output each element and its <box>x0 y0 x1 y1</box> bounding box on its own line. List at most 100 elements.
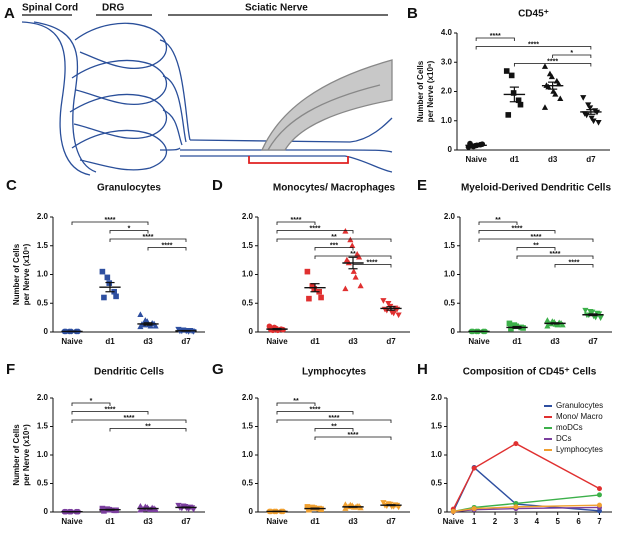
significance-bracket <box>276 221 316 225</box>
y-tick-label: 1.0 <box>242 450 254 459</box>
point <box>513 441 519 447</box>
panel-label: H <box>417 361 428 378</box>
y-tick-label: 0.5 <box>444 298 456 307</box>
significance-bracket <box>478 221 518 225</box>
significance-label: **** <box>528 41 539 48</box>
significance-label: ** <box>495 217 501 224</box>
point <box>508 72 515 79</box>
x-tick-label: Naive <box>465 155 487 164</box>
point <box>471 465 477 471</box>
point <box>508 325 514 332</box>
point <box>137 506 144 513</box>
significance-bracket <box>478 230 556 234</box>
significance-bracket <box>478 238 594 242</box>
red-bracket <box>248 156 349 164</box>
point <box>390 310 397 317</box>
series-line <box>452 466 600 512</box>
significance-label: **** <box>310 406 321 413</box>
point <box>380 500 387 506</box>
y-tick-label: 0.5 <box>242 298 254 307</box>
y-tick-label: 0 <box>448 145 453 154</box>
y-axis-label: Number of Cells <box>416 60 425 122</box>
point <box>101 508 107 514</box>
point <box>385 301 392 307</box>
x-tick-label: d7 <box>386 337 396 346</box>
significance-bracket <box>554 264 594 268</box>
nerve-fiber <box>267 84 381 151</box>
x-tick-label: d3 <box>548 155 558 164</box>
point <box>352 274 359 280</box>
x-tick-label: d3 <box>143 337 153 346</box>
significance-bracket <box>109 238 187 242</box>
diagram-label: Sciatic Nerve <box>245 3 308 14</box>
point <box>596 492 602 498</box>
significance-bracket <box>314 428 354 432</box>
point <box>306 295 312 302</box>
point <box>582 307 589 314</box>
significance-bracket <box>352 264 392 268</box>
legend-label: DCs <box>556 434 572 443</box>
point <box>311 286 318 292</box>
diagram-label: DRG <box>102 3 124 14</box>
significance-label: **** <box>105 217 116 224</box>
legend-label: Lymphocytes <box>556 445 603 454</box>
point <box>306 506 312 513</box>
y-tick-label: 1.5 <box>37 422 49 431</box>
chart-title: Monocytes/ Macrophages <box>273 183 396 194</box>
point <box>596 502 602 508</box>
legend-label: moDCs <box>556 423 583 432</box>
y-tick-label: 1.5 <box>444 241 456 250</box>
point <box>597 315 604 321</box>
y-tick-label: 4.0 <box>441 28 453 37</box>
point <box>541 104 549 110</box>
significance-bracket <box>276 238 392 242</box>
point <box>580 95 587 101</box>
significance-label: **** <box>291 217 302 224</box>
y-tick-label: 0 <box>249 327 254 336</box>
significance-label: **** <box>547 58 558 65</box>
x-tick-label: Naive <box>61 517 83 526</box>
point <box>304 268 311 275</box>
significance-label: **** <box>143 234 154 241</box>
legend-label: Granulocytes <box>556 401 603 410</box>
point <box>349 242 356 248</box>
y-tick-label: 1.5 <box>242 422 254 431</box>
y-tick-label: 1.5 <box>37 241 49 250</box>
panel-label: F <box>6 361 15 378</box>
significance-bracket <box>147 247 187 251</box>
point <box>513 500 519 506</box>
point <box>395 312 402 319</box>
panel-label: C <box>6 177 17 194</box>
y-tick-label: 1.0 <box>37 270 49 279</box>
x-tick-label: d3 <box>348 517 358 526</box>
point <box>190 506 197 513</box>
point <box>471 506 477 512</box>
significance-label: ** <box>145 423 151 430</box>
point <box>585 102 592 109</box>
point <box>596 486 602 492</box>
point <box>557 95 564 102</box>
significance-bracket <box>314 255 392 259</box>
significance-label: **** <box>162 242 173 249</box>
chart-title: CD45⁺ <box>518 9 549 20</box>
point <box>342 505 349 511</box>
spinal-cord <box>33 21 97 173</box>
chart-title: Composition of CD45⁺ Cells <box>463 367 597 378</box>
significance-label: **** <box>310 225 321 232</box>
x-tick-label: d7 <box>386 517 396 526</box>
point <box>137 311 144 317</box>
x-tick-label: d3 <box>143 517 153 526</box>
point <box>113 293 119 300</box>
point <box>152 322 159 329</box>
significance-bracket <box>276 419 392 423</box>
significance-bracket <box>552 54 592 58</box>
y-axis-label: Number of Cells <box>12 424 21 486</box>
x-tick-label: d1 <box>512 337 522 346</box>
significance-bracket <box>71 221 149 225</box>
x-tick-label: Naive <box>266 337 288 346</box>
point <box>589 309 596 316</box>
x-tick-label: Naive <box>266 517 288 526</box>
x-tick-label: d3 <box>348 337 358 346</box>
significance-label: **** <box>550 251 561 258</box>
point <box>350 268 357 274</box>
